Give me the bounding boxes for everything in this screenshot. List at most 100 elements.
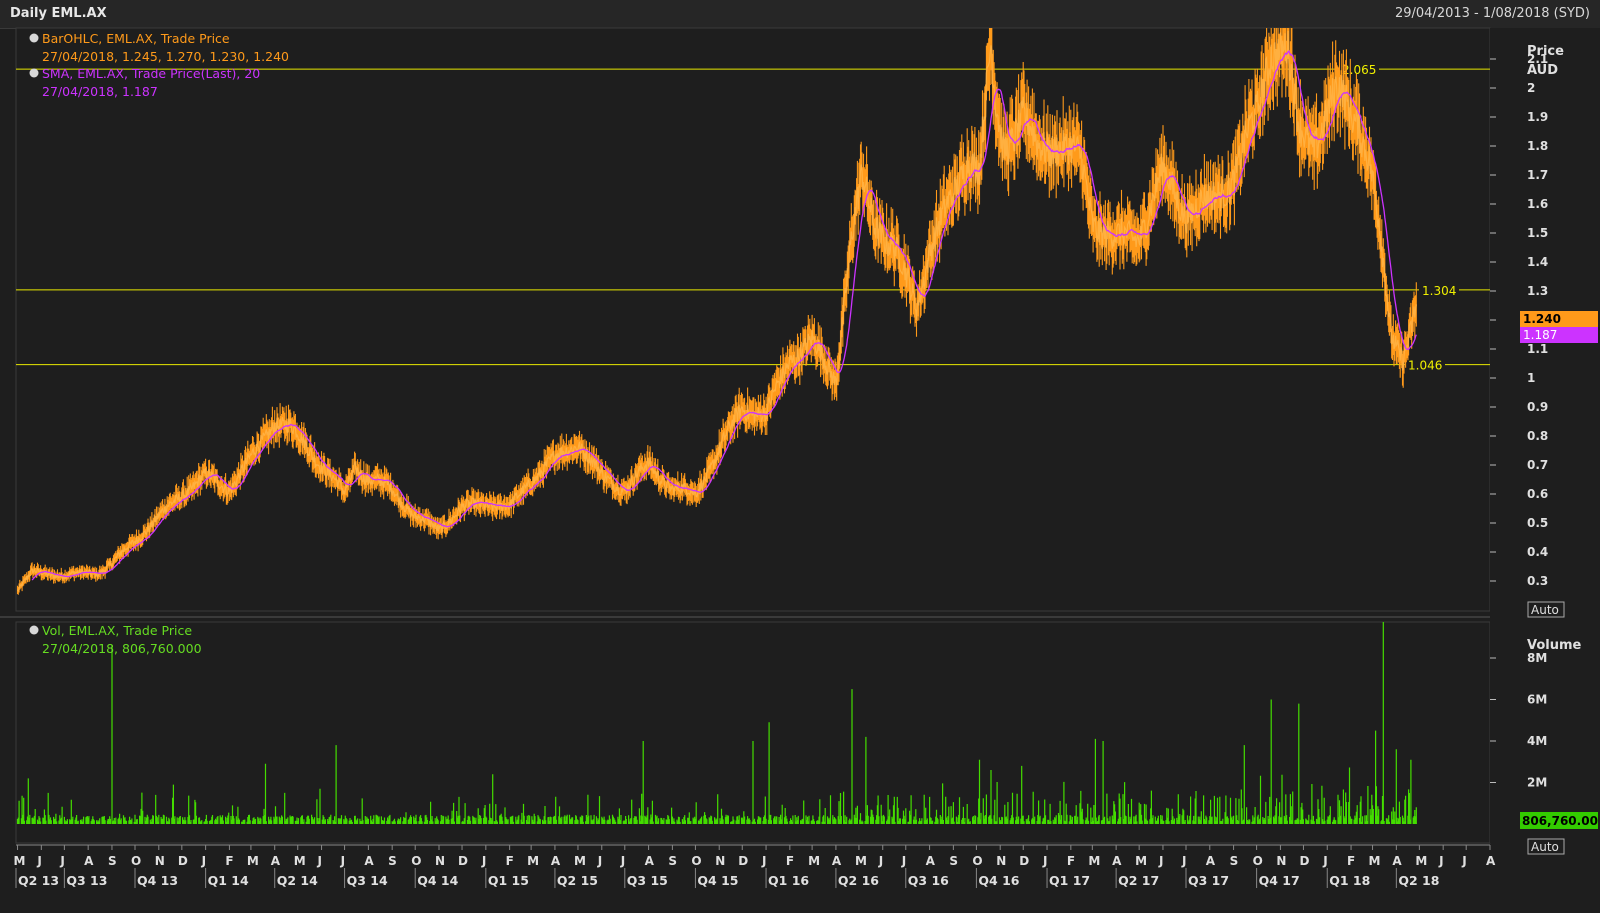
expand-icon[interactable]: [29, 68, 39, 78]
month-label: A: [364, 854, 374, 868]
quarter-label: Q3 17: [1188, 873, 1229, 888]
volume-bars: [16, 622, 1417, 824]
quarter-label: Q4 15: [697, 873, 738, 888]
volume-axis-title: Volume: [1527, 638, 1582, 653]
price-tick-label: 2.1: [1527, 52, 1548, 66]
quarter-label: Q2 18: [1398, 873, 1439, 888]
line-label-bg: [1339, 61, 1379, 77]
month-label: F: [506, 854, 514, 868]
month-label: J: [1322, 854, 1327, 868]
month-label: M: [855, 854, 867, 868]
month-label: A: [1112, 854, 1122, 868]
month-label: A: [926, 854, 936, 868]
quarter-label: Q4 14: [417, 873, 458, 888]
ohlc-legend-value: 27/04/2018, 1.245, 1.270, 1.230, 1.240: [42, 49, 289, 64]
price-tick-label: 0.5: [1527, 516, 1548, 530]
volume-series: [16, 622, 1417, 824]
last-volume-tag: 806,760.00: [1520, 812, 1598, 829]
month-label: A: [84, 854, 94, 868]
month-label: D: [1299, 854, 1309, 868]
quarter-label: Q1 18: [1329, 873, 1370, 888]
legend-item-ohlc[interactable]: BarOHLC, EML.AX, Trade Price 27/04/2018,…: [29, 31, 290, 64]
sma-value: 1.187: [1523, 328, 1557, 342]
sma-line: [31, 50, 1417, 581]
last-price-tag: 1.240: [1520, 311, 1598, 327]
month-label: M: [1088, 854, 1100, 868]
volume-y-axis: 2M 4M 6M 8M: [1490, 651, 1547, 790]
month-label: F: [786, 854, 794, 868]
month-label: O: [691, 854, 701, 868]
month-label: S: [1230, 854, 1239, 868]
volume-tick-label: 6M: [1527, 693, 1547, 707]
month-label: M: [808, 854, 820, 868]
month-label: D: [458, 854, 468, 868]
month-label: M: [1415, 854, 1427, 868]
price-line: [17, 30, 1417, 593]
month-label: A: [645, 854, 655, 868]
price-tick-label: 1.6: [1527, 197, 1548, 211]
quarter-label: Q1 15: [488, 873, 529, 888]
price-tick-label: 1.4: [1527, 255, 1548, 269]
price-panel: [15, 27, 1491, 612]
month-label: A: [832, 854, 842, 868]
expand-icon[interactable]: [29, 33, 39, 43]
month-label: N: [155, 854, 165, 868]
quarter-label: Q3 13: [66, 873, 107, 888]
month-label: F: [1347, 854, 1355, 868]
volume-legend[interactable]: Vol, EML.AX, Trade Price 27/04/2018, 806…: [29, 623, 202, 656]
price-axis-unit: AUD: [1527, 63, 1558, 78]
quarter-label: Q4 16: [978, 873, 1019, 888]
month-label: M: [1135, 854, 1147, 868]
month-label: N: [435, 854, 445, 868]
volume-legend-value: 27/04/2018, 806,760.000: [42, 641, 202, 656]
price-tick-label: 0.9: [1527, 400, 1548, 414]
month-label: A: [1206, 854, 1216, 868]
month-label: J: [201, 854, 206, 868]
month-label: O: [972, 854, 982, 868]
month-label: N: [715, 854, 725, 868]
month-label: J: [1158, 854, 1163, 868]
volume-tick-label: 2M: [1527, 776, 1547, 790]
ohlc-legend-label: BarOHLC, EML.AX, Trade Price: [42, 31, 230, 46]
volume-auto-button[interactable]: Auto: [1527, 838, 1565, 855]
quarter-label: Q1 17: [1049, 873, 1090, 888]
month-label: M: [247, 854, 259, 868]
month-label: M: [14, 854, 26, 868]
month-label: N: [1276, 854, 1286, 868]
price-tick-label: 0.4: [1527, 545, 1548, 559]
price-tick-label: 0.6: [1527, 487, 1548, 501]
price-tick-label: 1.1: [1527, 342, 1548, 356]
price-axis-title: Price: [1527, 44, 1564, 59]
line-label-bg: [1405, 356, 1445, 372]
month-label: M: [574, 854, 586, 868]
expand-icon[interactable]: [29, 625, 39, 635]
quarter-label: Q4 13: [137, 873, 178, 888]
last-price-value: 1.240: [1523, 312, 1561, 326]
quarter-label: Q1 16: [768, 873, 809, 888]
month-label: S: [388, 854, 397, 868]
month-label: J: [481, 854, 486, 868]
month-label: A: [1486, 854, 1496, 868]
month-label: F: [1067, 854, 1075, 868]
volume-legend-label: Vol, EML.AX, Trade Price: [42, 623, 192, 638]
month-label: J: [317, 854, 322, 868]
legend-item-sma[interactable]: SMA, EML.AX, Trade Price(Last), 20 27/04…: [29, 66, 261, 99]
horizontal-lines: 2.065 1.304 1.046: [16, 61, 1490, 373]
volume-tick-label: 8M: [1527, 651, 1547, 665]
month-label: J: [36, 854, 41, 868]
volume-tick-label: 4M: [1527, 734, 1547, 748]
month-label: N: [996, 854, 1006, 868]
month-label: M: [294, 854, 306, 868]
price-auto-button[interactable]: Auto: [1527, 601, 1565, 618]
price-tick-label: 1.9: [1527, 110, 1548, 124]
date-range: 29/04/2013 - 1/08/2018 (SYD): [1394, 6, 1590, 21]
quarter-label: Q1 14: [208, 873, 249, 888]
quarter-label: Q2 14: [277, 873, 318, 888]
month-label: D: [178, 854, 188, 868]
chart-title: Daily EML.AX: [10, 6, 107, 21]
price-tick-label: 1: [1527, 371, 1535, 385]
quarter-label: Q2 15: [557, 873, 598, 888]
month-label: F: [225, 854, 233, 868]
